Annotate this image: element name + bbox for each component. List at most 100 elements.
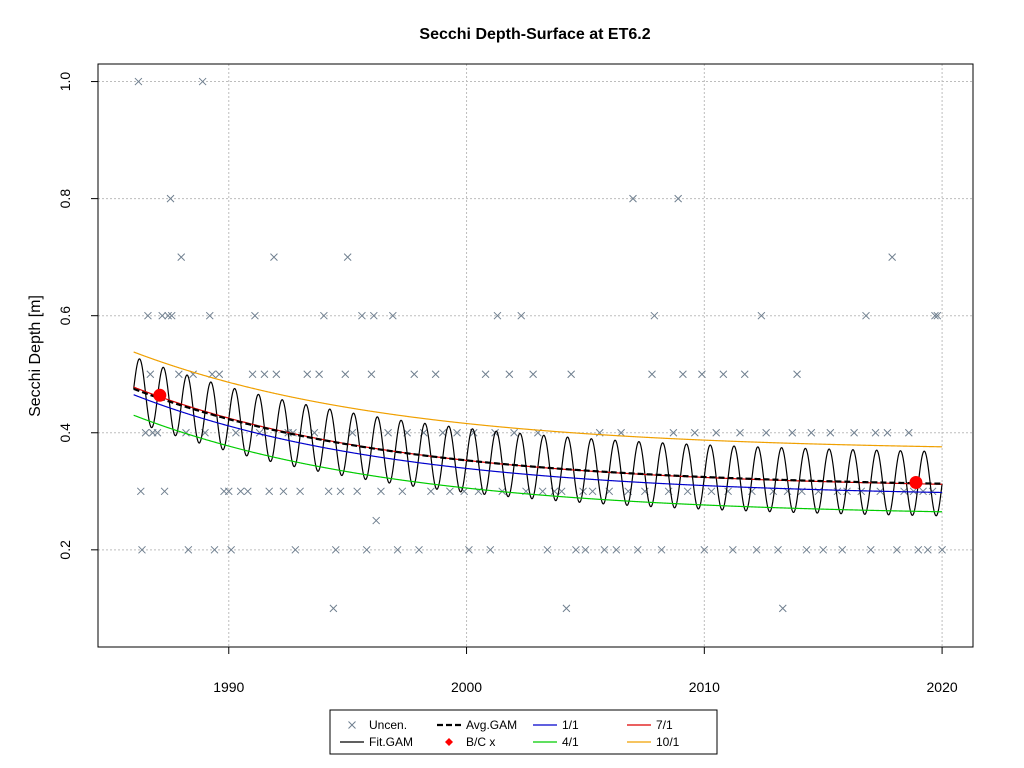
- series-1-1-line: [133, 394, 943, 494]
- data-point: [388, 311, 397, 320]
- data-point: [255, 428, 264, 437]
- y-axis-ticks: 0.2 0.4 0.6 0.8 1.0: [57, 72, 98, 560]
- data-point: [398, 487, 407, 496]
- data-point: [904, 428, 913, 437]
- legend-label-s1: 1/1: [562, 718, 579, 732]
- y-tick-label: 1.0: [57, 72, 73, 92]
- data-point: [572, 545, 580, 554]
- avg-gam-line: [133, 387, 943, 485]
- data-point: [353, 487, 362, 496]
- data-point: [752, 545, 761, 554]
- data-point: [690, 428, 699, 437]
- data-point: [167, 311, 176, 320]
- data-point: [415, 545, 423, 554]
- data-point: [814, 487, 823, 496]
- data-point: [146, 370, 155, 379]
- observation-points: [134, 77, 946, 613]
- data-point: [719, 370, 728, 379]
- data-point: [893, 545, 901, 554]
- data-point: [793, 370, 801, 379]
- data-point: [296, 487, 304, 496]
- data-point: [648, 370, 656, 379]
- data-point: [529, 370, 537, 379]
- data-point: [774, 545, 782, 554]
- data-point: [369, 311, 378, 320]
- data-point: [336, 487, 345, 496]
- data-point: [279, 487, 288, 496]
- data-point: [850, 428, 858, 437]
- data-point: [679, 370, 687, 379]
- data-point: [757, 311, 766, 320]
- y-axis-label: Secchi Depth [m]: [27, 295, 44, 417]
- data-point: [938, 545, 946, 554]
- data-point: [669, 428, 678, 437]
- data-point: [265, 487, 274, 496]
- y-tick-label: 0.2: [57, 540, 73, 560]
- data-point: [833, 487, 842, 496]
- data-point: [320, 311, 328, 320]
- legend-label-bc: B/C x: [466, 735, 495, 749]
- legend-label-avg: Avg.GAM: [466, 718, 517, 732]
- data-point: [166, 194, 175, 203]
- data-point: [362, 545, 371, 554]
- data-point: [788, 428, 797, 437]
- data-point: [232, 428, 240, 437]
- legend-label-s4: 4/1: [562, 735, 579, 749]
- data-point: [393, 545, 402, 554]
- data-point: [674, 194, 683, 203]
- data-point: [862, 311, 870, 320]
- data-point: [838, 545, 847, 554]
- data-point: [657, 545, 666, 554]
- series-10-1-line: [133, 351, 943, 448]
- data-point: [260, 370, 269, 379]
- data-point: [728, 545, 737, 554]
- data-point: [136, 487, 145, 496]
- data-point: [481, 370, 490, 379]
- data-point: [303, 370, 312, 379]
- data-point: [928, 487, 937, 496]
- legend-label-s10: 10/1: [656, 735, 680, 749]
- data-point: [153, 428, 162, 437]
- data-point: [227, 545, 236, 554]
- data-point: [324, 487, 333, 496]
- data-point: [289, 428, 297, 437]
- data-point: [251, 311, 259, 320]
- legend-symbol-bc: [445, 738, 453, 746]
- data-point: [372, 516, 381, 525]
- legend-label-s7: 7/1: [656, 718, 673, 732]
- data-point: [224, 487, 233, 496]
- bc-point: [153, 388, 167, 402]
- data-point: [177, 253, 186, 262]
- data-point: [438, 428, 447, 437]
- data-point: [138, 545, 146, 554]
- data-point: [377, 487, 385, 496]
- data-point: [270, 253, 278, 262]
- fit-gam-line: [133, 358, 943, 517]
- data-point: [931, 311, 939, 320]
- x-tick-label: 2010: [689, 679, 720, 695]
- data-point: [914, 545, 923, 554]
- data-point: [510, 428, 518, 437]
- data-point: [446, 487, 454, 496]
- y-tick-label: 0.4: [57, 423, 73, 443]
- data-point: [562, 604, 571, 613]
- data-point: [762, 428, 770, 437]
- data-point: [160, 487, 169, 496]
- data-point: [384, 428, 392, 437]
- x-axis-ticks: 1990 2000 2010 2020: [213, 646, 958, 695]
- y-tick-label: 0.8: [57, 189, 73, 209]
- data-point: [888, 253, 897, 262]
- data-point: [633, 545, 642, 554]
- data-point: [367, 370, 376, 379]
- data-point: [184, 545, 193, 554]
- data-point: [826, 428, 835, 437]
- series-4-1-line: [133, 414, 943, 513]
- data-point: [174, 370, 183, 379]
- data-point: [740, 370, 749, 379]
- data-point: [493, 311, 502, 320]
- data-point: [517, 311, 526, 320]
- data-point: [182, 428, 190, 437]
- data-point: [164, 311, 172, 320]
- data-point: [210, 545, 219, 554]
- data-point: [343, 253, 352, 262]
